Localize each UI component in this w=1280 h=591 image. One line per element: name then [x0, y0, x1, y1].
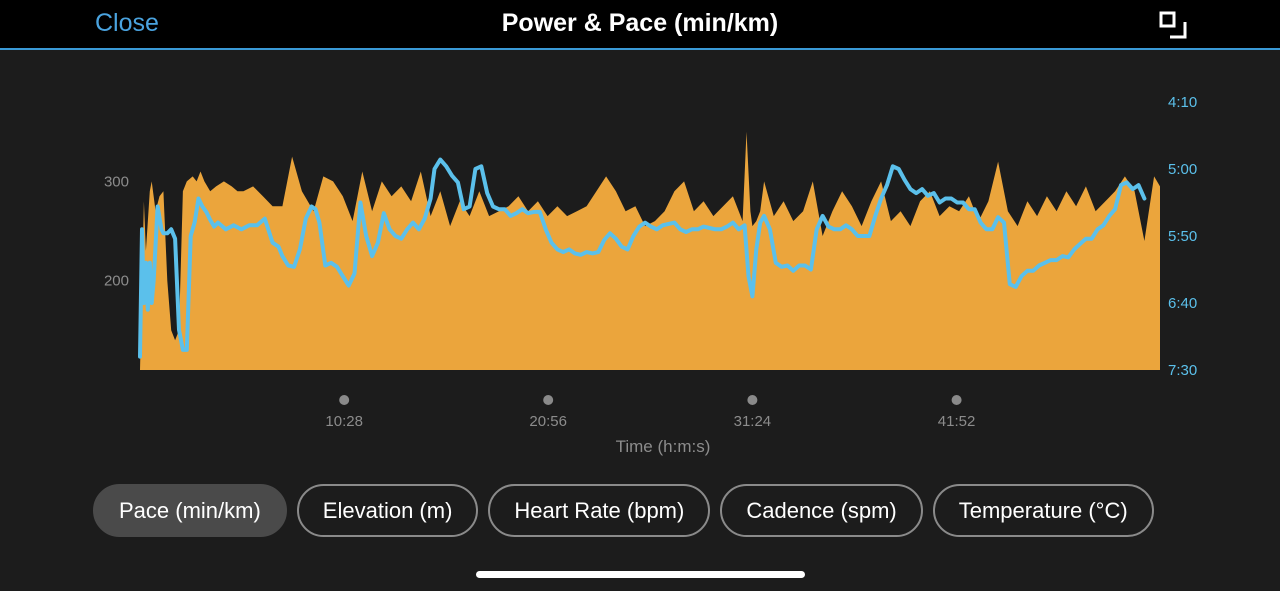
power-pace-chart: 300 200 4:10 5:00 5:50 6:40 7:30 10:28 20:56 31:2…	[104, 94, 1197, 456]
expand-icon[interactable]	[1158, 10, 1188, 40]
metric-tabs: Pace (min/km) Elevation (m) Heart Rate (bp…	[93, 484, 1210, 538]
y-right-tick-label: 5:00	[1168, 161, 1197, 178]
power-area-series	[140, 131, 1160, 370]
x-tick-label: 31:24	[734, 413, 772, 430]
tab-temperature-c[interactable]: Temperature (°C)	[932, 484, 1154, 537]
y-right-tick-label: 7:30	[1168, 362, 1197, 379]
tab-elevation-m[interactable]: Elevation (m)	[296, 484, 479, 537]
home-indicator	[476, 571, 805, 578]
x-axis-label: Time (h:m:s)	[616, 437, 711, 456]
x-tick-label: 10:28	[325, 413, 363, 430]
close-button[interactable]: Close	[95, 9, 159, 37]
x-tick-label: 41:52	[938, 413, 976, 430]
tab-cadence-spm[interactable]: Cadence (spm)	[720, 484, 923, 537]
x-tick-dot	[339, 395, 350, 405]
x-tick-label: 20:56	[529, 413, 567, 430]
y-left-tick-label: 300	[104, 173, 129, 190]
y-left-tick-label: 200	[104, 273, 129, 290]
y-right-tick-label: 5:50	[1168, 228, 1197, 245]
pace-line-series	[138, 157, 1147, 359]
y-right-tick-label: 6:40	[1168, 295, 1197, 312]
tab-pace-min-km[interactable]: Pace (min/km)	[93, 484, 287, 537]
x-tick-dot	[747, 395, 758, 405]
tab-heart-rate-bpm[interactable]: Heart Rate (bpm)	[488, 484, 711, 537]
x-tick-dot	[543, 395, 554, 405]
x-tick-dot	[951, 395, 962, 405]
page-title: Power & Pace (min/km)	[501, 9, 779, 37]
y-right-tick-label: 4:10	[1168, 94, 1197, 111]
top-bar: Close Power & Pace (min/km)	[0, 0, 1280, 50]
